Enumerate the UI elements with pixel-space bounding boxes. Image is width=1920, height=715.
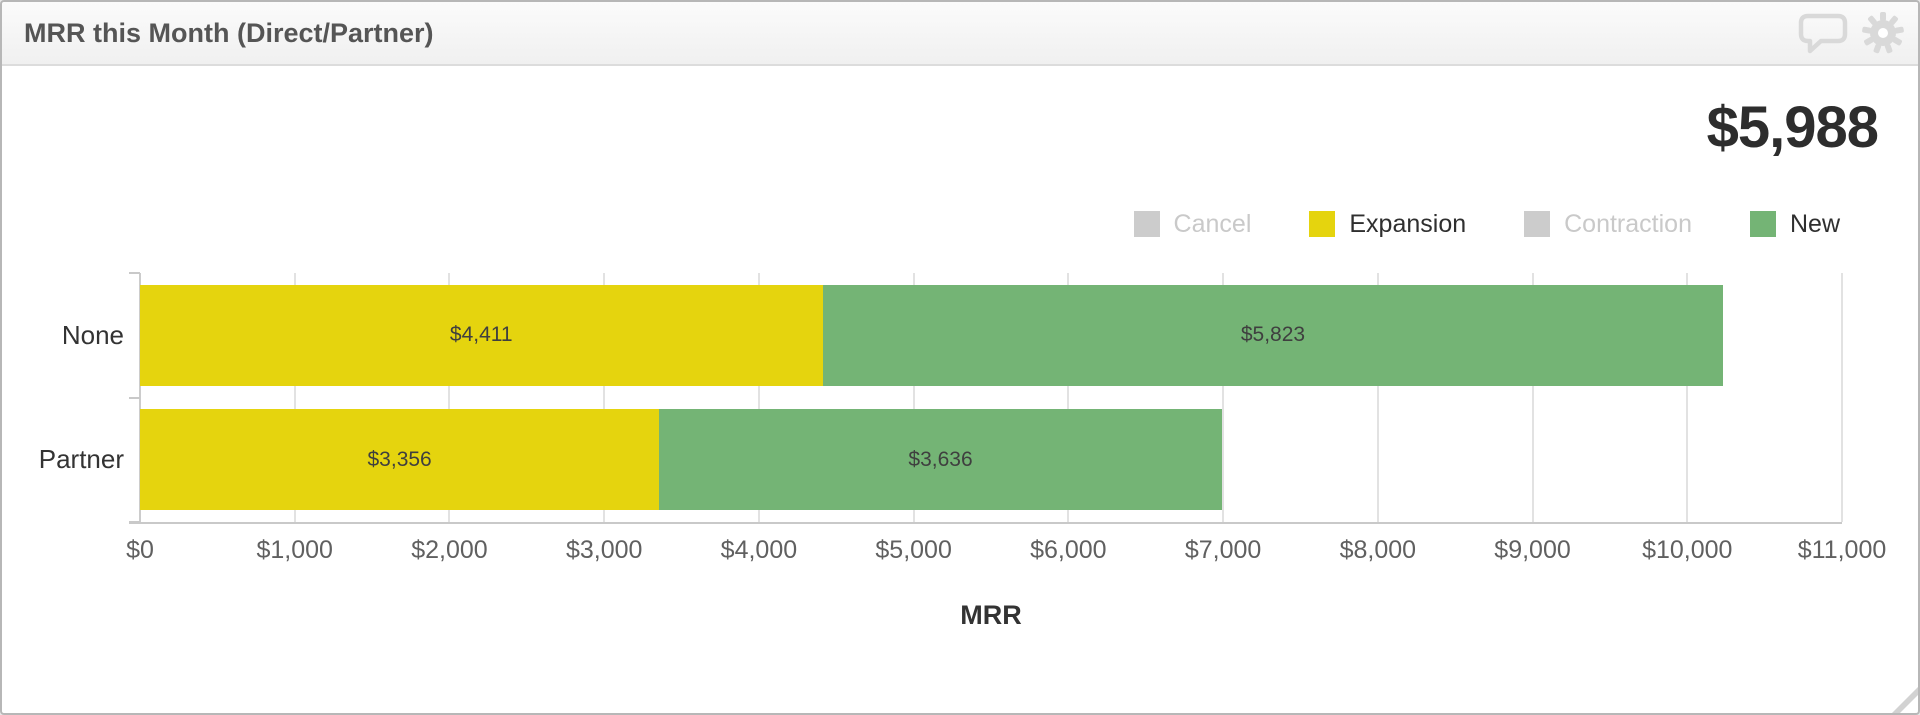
x-axis-title: MRR	[960, 600, 1022, 630]
gridline	[1531, 273, 1534, 522]
gridline	[448, 273, 451, 522]
gridline	[1222, 273, 1225, 522]
x-tick-label: $3,000	[565, 536, 643, 564]
gridline	[1067, 273, 1070, 522]
x-axis-line	[129, 522, 1842, 524]
bar-segment-new: $3,636	[659, 409, 1222, 511]
legend-item-cancel[interactable]: Cancel	[1133, 209, 1252, 239]
bar-value-label: $3,636	[908, 447, 973, 471]
x-tick-label: $1,000	[256, 536, 333, 564]
legend-swatch	[1133, 211, 1160, 237]
header-icons	[1798, 2, 1906, 64]
x-tick-label: $7,000	[1184, 536, 1262, 564]
y-axis-tick	[129, 521, 140, 523]
gear-icon[interactable]	[1860, 10, 1906, 56]
resize-handle[interactable]	[1888, 683, 1918, 713]
bar-segment-new: $5,823	[822, 284, 1724, 386]
bar-value-label: $4,411	[449, 323, 513, 347]
widget-header: MRR this Month (Direct/Partner)	[2, 2, 1918, 66]
widget-title: MRR this Month (Direct/Partner)	[24, 18, 434, 48]
category-label: None	[61, 319, 124, 350]
legend-label: New	[1789, 209, 1840, 238]
bar-segment-expansion: $4,411	[140, 284, 823, 386]
gridline	[757, 273, 760, 522]
legend-label: Contraction	[1564, 209, 1692, 238]
x-tick-label: $6,000	[1030, 536, 1107, 564]
y-axis-tick	[129, 272, 140, 274]
legend-swatch	[1309, 211, 1336, 237]
gridline	[603, 273, 606, 522]
x-tick-label: $0	[126, 536, 154, 564]
legend: Cancel Expansion Contraction New	[1133, 200, 1840, 248]
x-tick-label: $4,000	[720, 536, 798, 564]
comment-icon[interactable]	[1798, 11, 1848, 55]
legend-label: Expansion	[1349, 209, 1467, 238]
legend-item-contraction[interactable]: Contraction	[1524, 210, 1692, 239]
big-number: $5,988	[1706, 95, 1879, 160]
gridline	[1841, 273, 1843, 522]
x-tick-label: $11,000	[1797, 536, 1887, 564]
legend-item-new[interactable]: New	[1749, 209, 1840, 239]
x-tick-label: $10,000	[1642, 536, 1733, 564]
legend-swatch	[1749, 211, 1776, 237]
x-tick-label: $2,000	[411, 536, 488, 564]
gridline	[1376, 273, 1379, 522]
y-axis-tick	[129, 396, 140, 399]
legend-swatch	[1524, 211, 1551, 237]
gridline	[912, 273, 915, 522]
bar-segment-expansion: $3,356	[140, 409, 660, 511]
x-tick-label: $9,000	[1494, 536, 1571, 564]
bar-value-label: $5,823	[1240, 323, 1306, 347]
x-tick-label: $8,000	[1339, 536, 1417, 564]
x-tick-label: $5,000	[875, 536, 952, 564]
legend-item-expansion[interactable]: Expansion	[1309, 210, 1466, 239]
gridline	[1686, 273, 1689, 522]
legend-label: Cancel	[1173, 209, 1252, 238]
bar-value-label: $3,356	[367, 447, 432, 471]
category-label: Partner	[38, 444, 124, 475]
y-axis-line	[139, 273, 141, 522]
gridline	[293, 273, 296, 522]
